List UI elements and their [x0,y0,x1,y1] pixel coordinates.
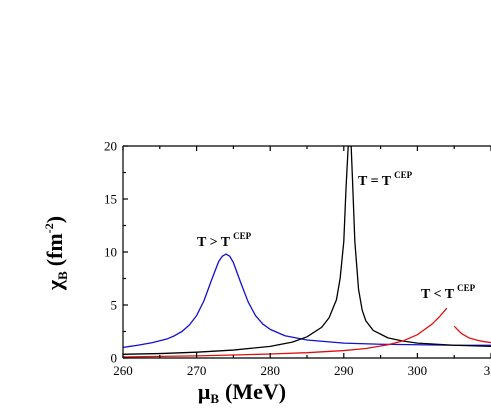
x-tick-label: 300 [408,363,428,378]
axes [122,145,491,359]
annotation-below: T < T CEP [421,283,476,302]
y-axis-label: χB (fm-2) [42,216,70,291]
y-tick-label: 5 [111,298,118,313]
x-axis-label: μB (MeV) [198,379,286,406]
annotation-equal-sup: CEP [394,170,413,180]
x-tick-label: 270 [187,363,207,378]
annotation-above-sup: CEP [233,231,252,241]
series-line-1 [123,146,491,355]
ticks: 260 270 280 290 300 3 0 5 10 15 20 [104,139,491,378]
y-tick-label: 20 [104,139,117,154]
y-axis-label-unit-sup: -2 [42,223,56,233]
x-tick-label: 290 [334,363,354,378]
annotation-above-main: T > T [197,235,231,250]
series-line-3 [453,325,491,344]
plot-area [123,146,491,358]
x-axis-label-unit: (MeV) [225,379,286,404]
annotation-equal-main: T = T [358,174,392,189]
y-tick-label: 0 [111,351,118,366]
annotation-below-sup: CEP [457,283,476,293]
y-tick-label: 15 [104,192,117,207]
x-tick-label: 280 [260,363,280,378]
x-axis-label-subscript: B [210,391,219,406]
y-axis-label-unit-close: ) [42,216,67,223]
annotation-below-main: T < T [421,287,455,302]
x-axis-label-symbol: μ [198,379,211,404]
y-axis-label-unit-open: (fm [42,233,67,266]
x-tick-label: 3 [484,363,491,378]
x-tick-label: 260 [113,363,133,378]
annotation-above: T > T CEP [197,231,252,250]
annotation-equal: T = T CEP [358,170,413,189]
series-line-2 [123,307,448,358]
series-line-0 [123,253,491,349]
y-axis-label-symbol: χ [42,279,67,291]
y-tick-label: 10 [104,245,117,260]
y-axis-label-subscript: B [55,271,70,280]
